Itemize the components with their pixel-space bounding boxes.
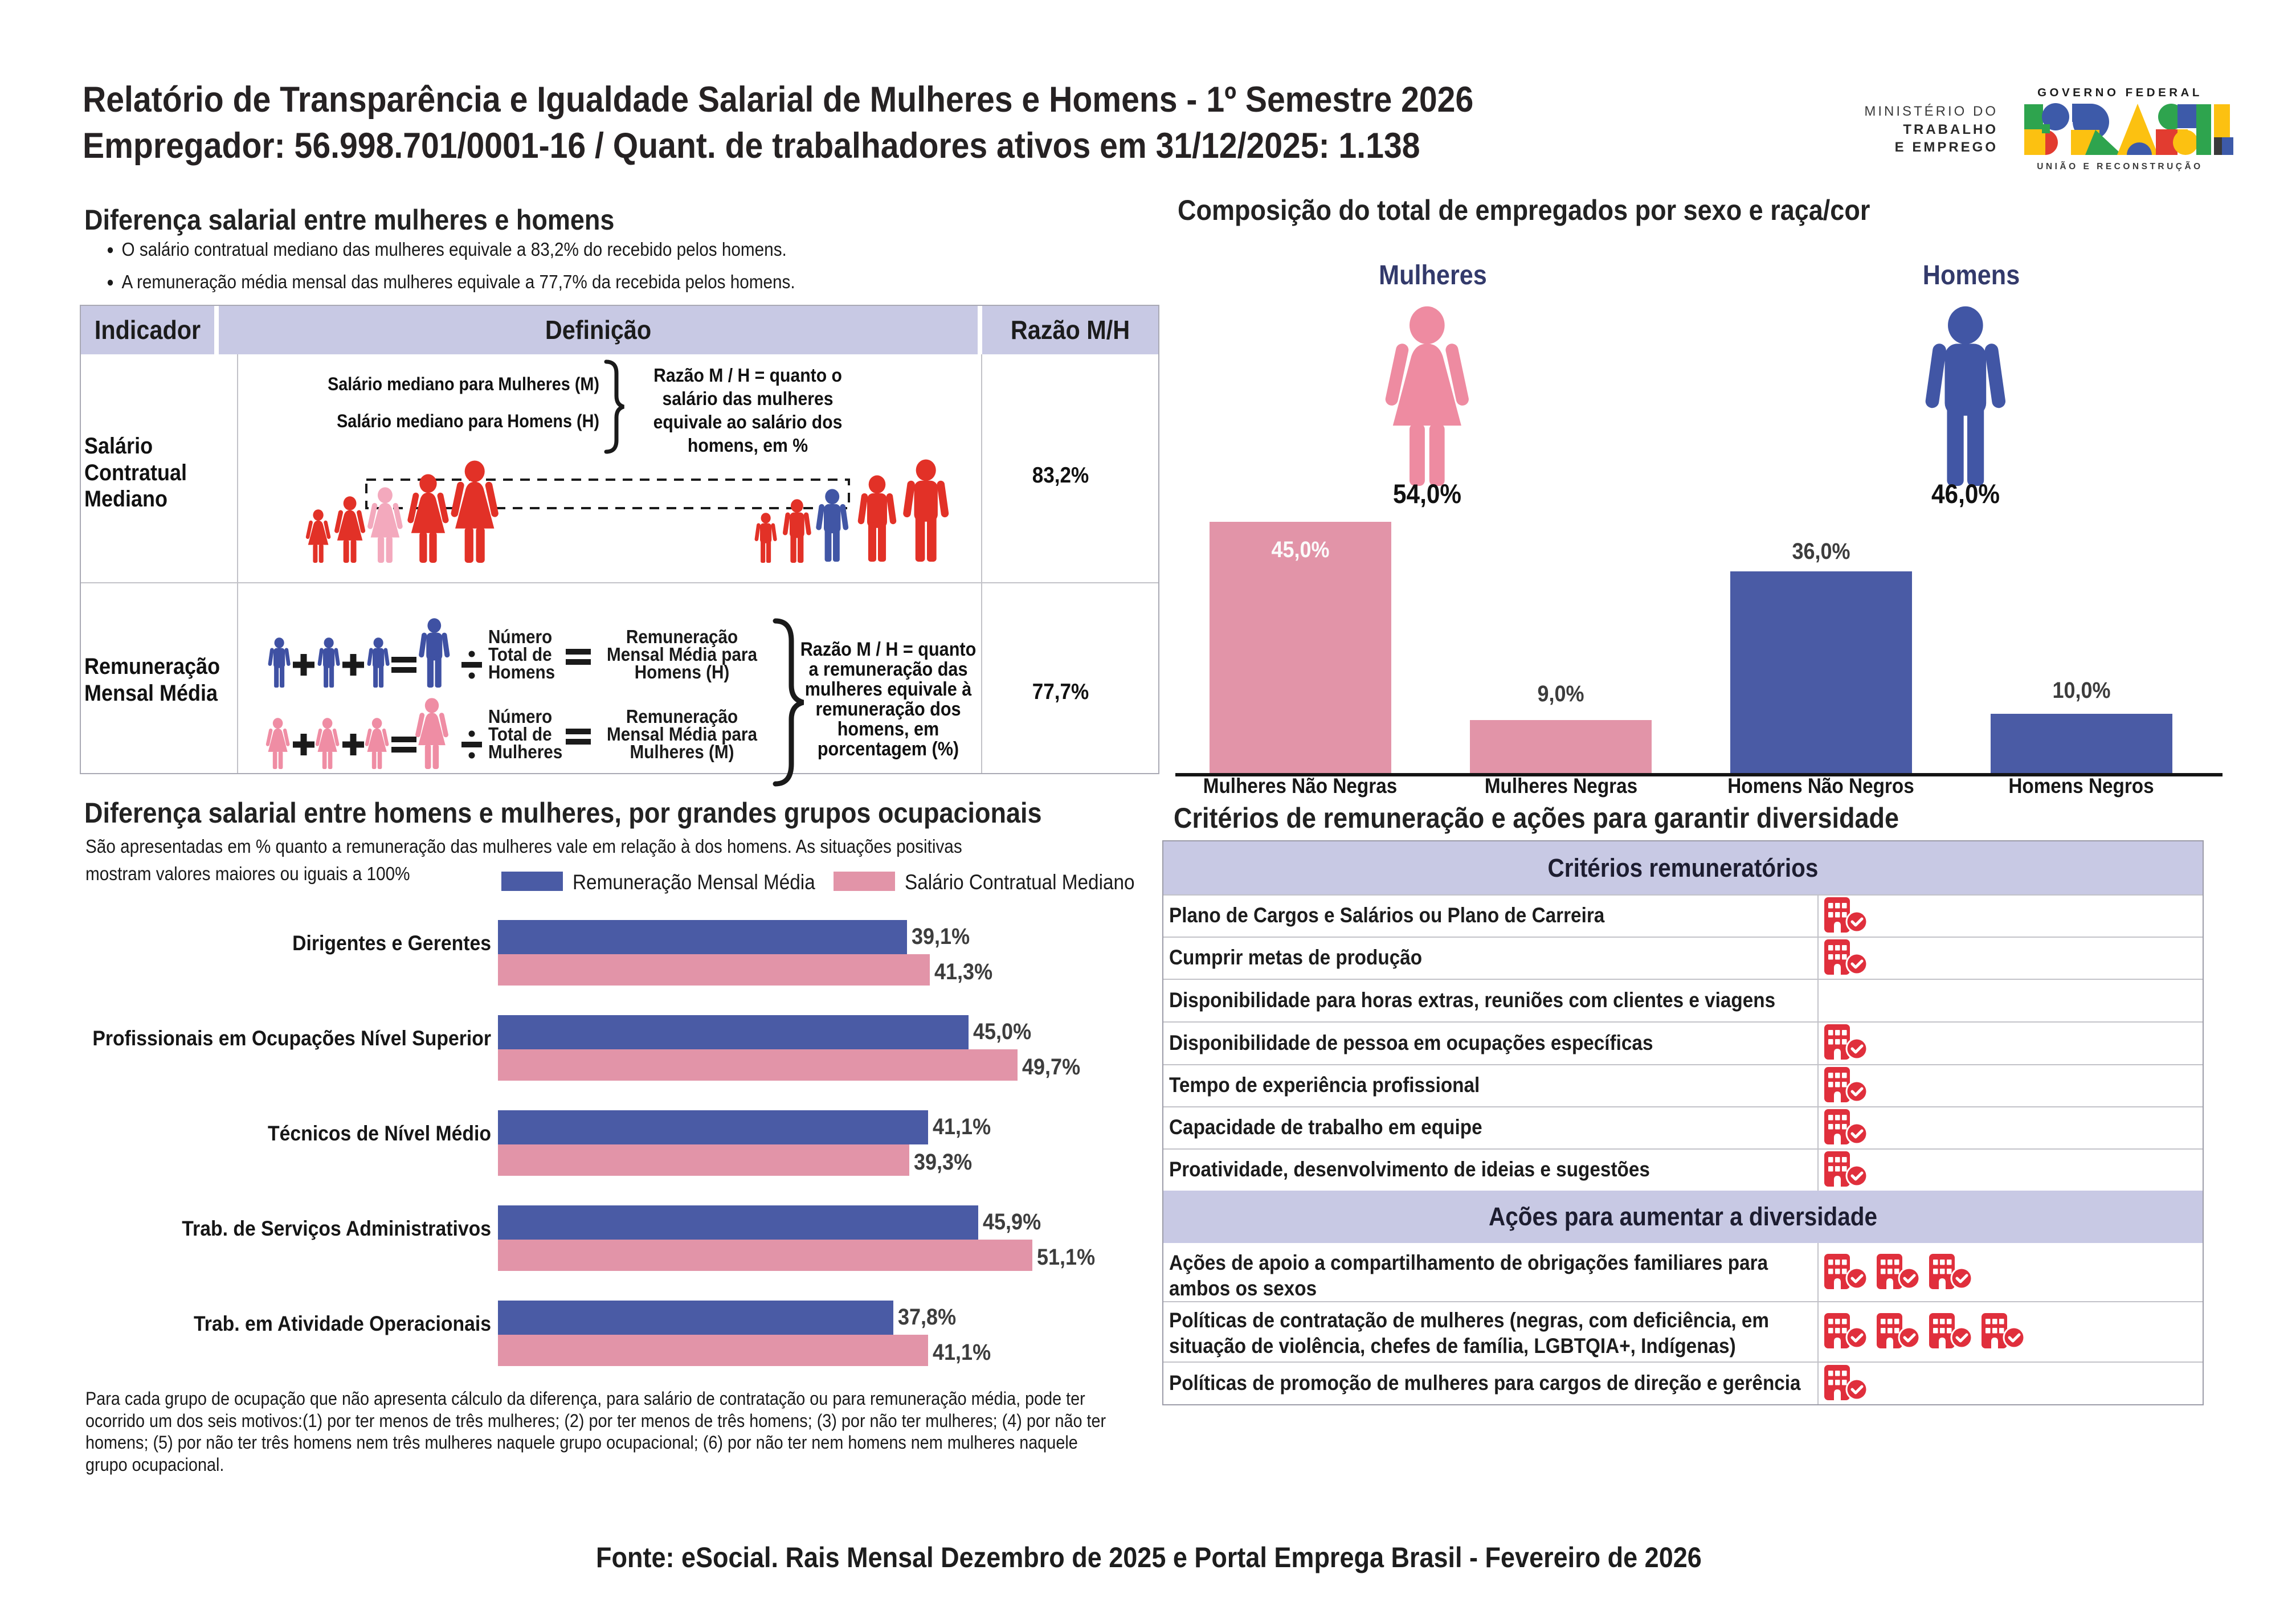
svg-text:Total de: Total de — [488, 644, 552, 665]
svg-text:Número: Número — [488, 706, 552, 727]
svg-text:UNIÃO E RECONSTRUÇÃO: UNIÃO E RECONSTRUÇÃO — [2037, 161, 2203, 171]
svg-text:Homens (H): Homens (H) — [635, 662, 730, 683]
svg-text:Remuneração: Remuneração — [626, 627, 738, 648]
svg-text:Mensal Média para: Mensal Média para — [607, 644, 757, 665]
svg-text:Homens: Homens — [488, 662, 555, 683]
svg-text:Total de: Total de — [488, 724, 552, 745]
svg-text:Mulheres (M): Mulheres (M) — [630, 742, 734, 763]
svg-text:Mulheres: Mulheres — [488, 742, 562, 763]
svg-text:GOVERNO FEDERAL: GOVERNO FEDERAL — [2037, 86, 2203, 99]
svg-text:Número: Número — [488, 627, 552, 648]
svg-text:Mensal Média para: Mensal Média para — [607, 724, 757, 745]
svg-text:Remuneração: Remuneração — [626, 706, 738, 727]
